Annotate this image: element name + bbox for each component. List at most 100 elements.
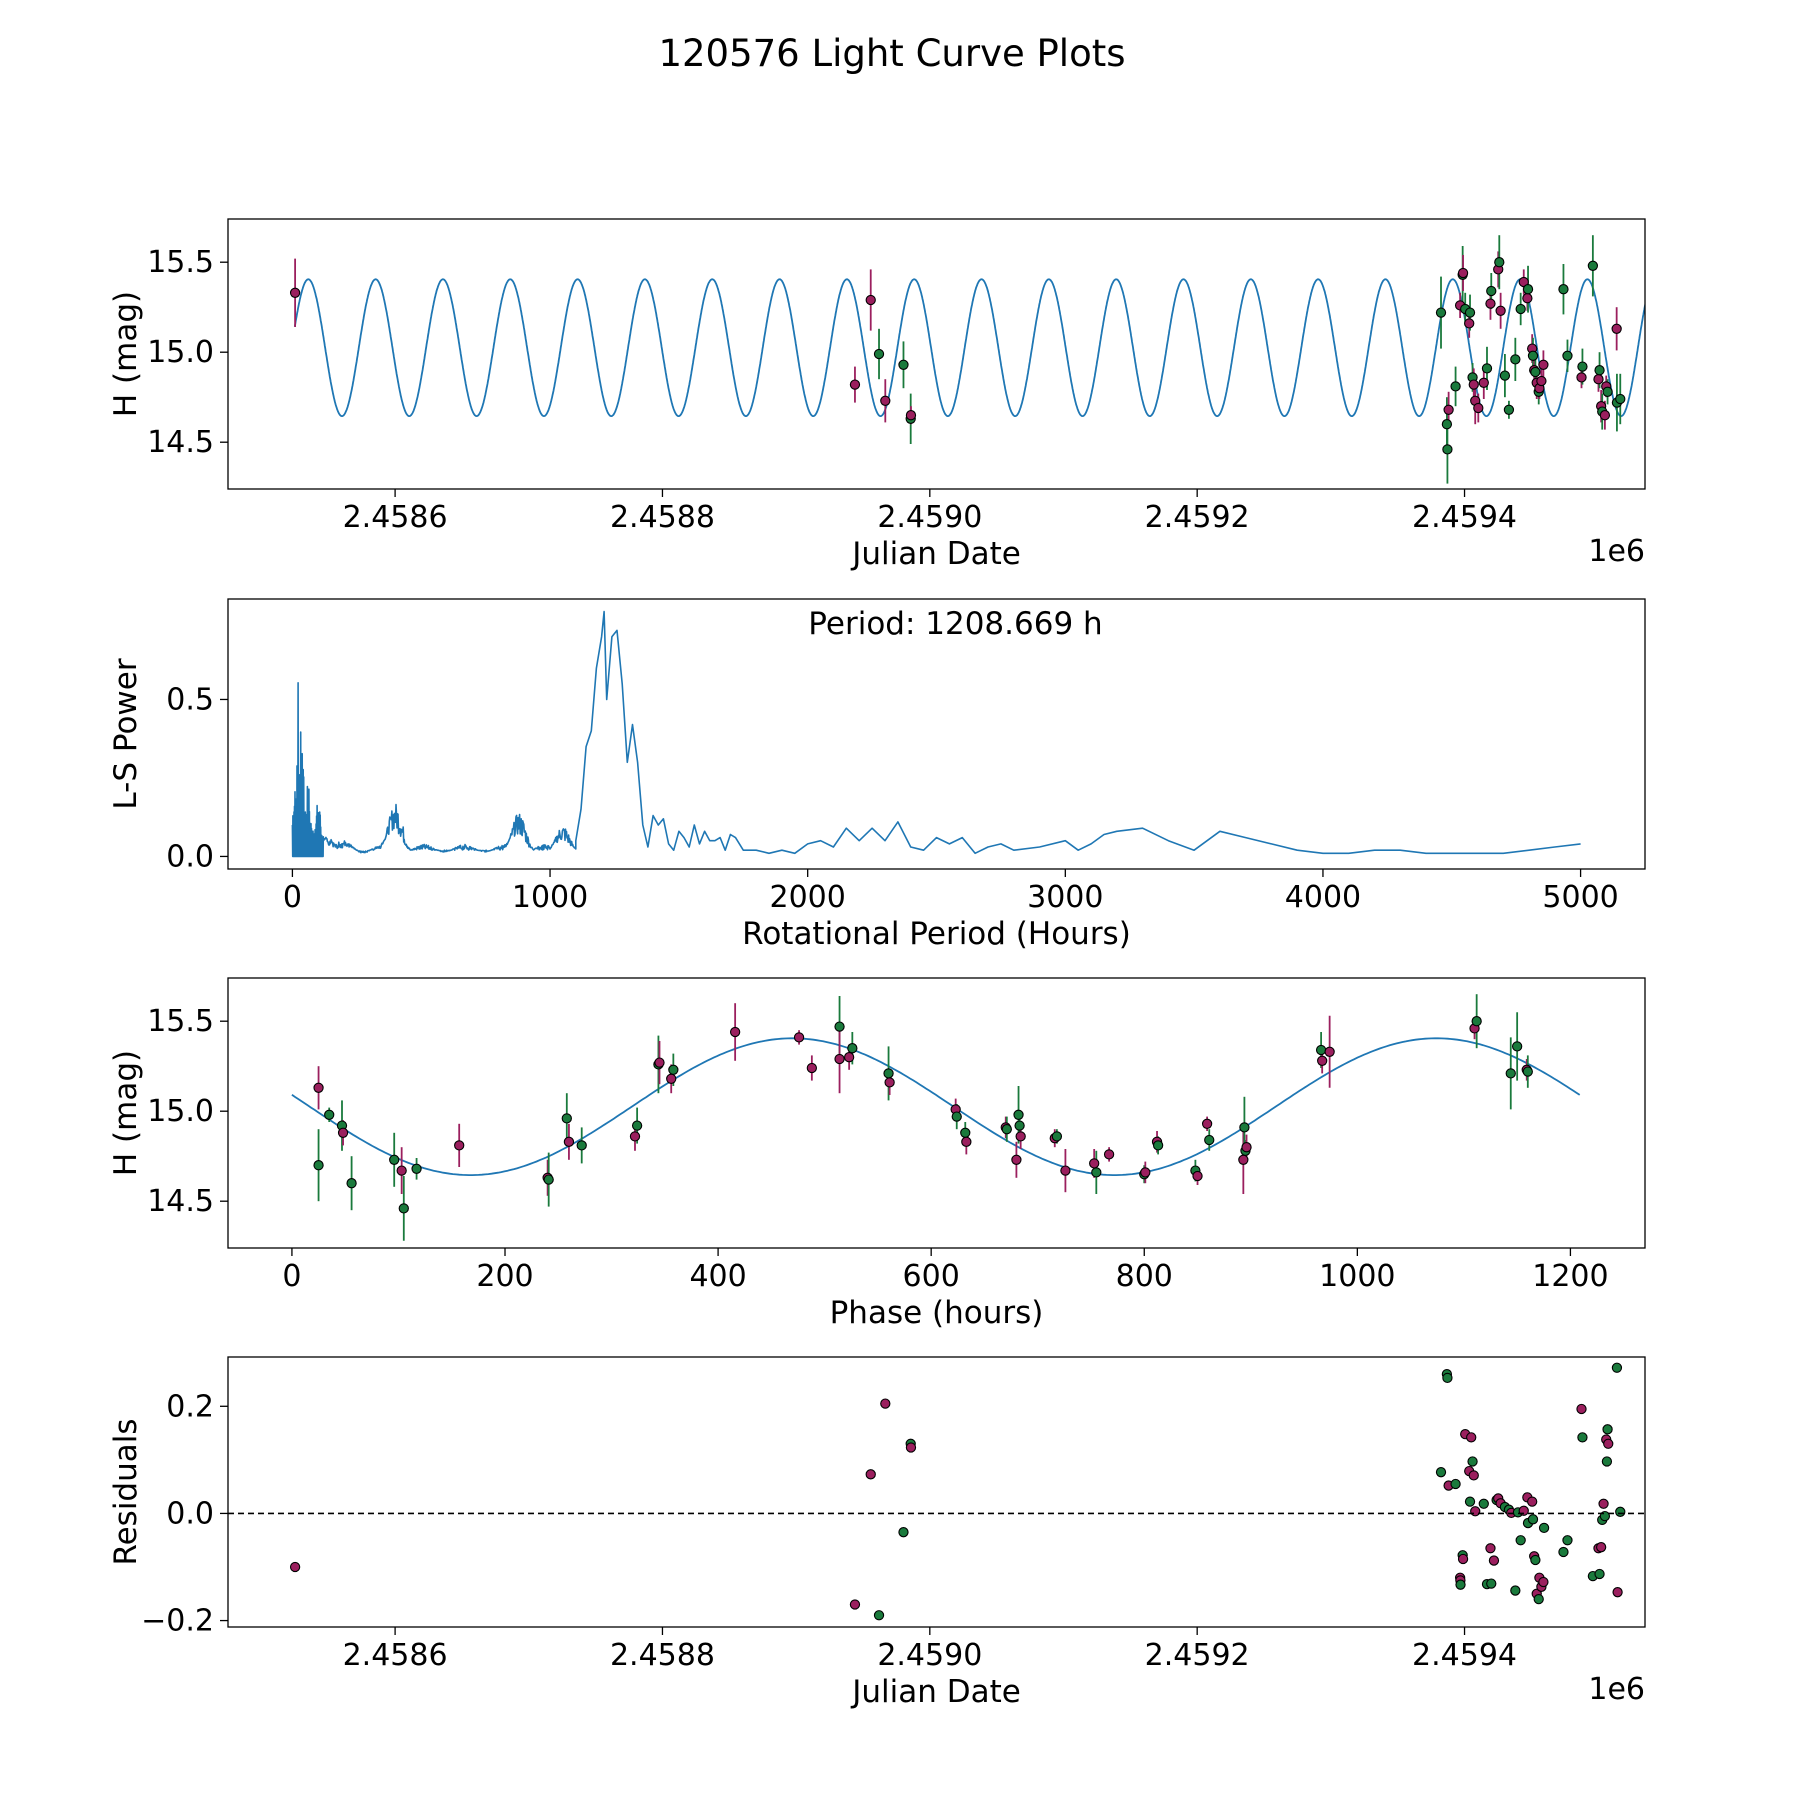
y-tick-label: −0.2 [141, 1604, 214, 1639]
data-point [1470, 1506, 1481, 1517]
data-point [289, 287, 301, 298]
data-point [1051, 1131, 1063, 1142]
data-point [1485, 298, 1496, 309]
data-point [1011, 1154, 1022, 1165]
data-point [1594, 1568, 1605, 1580]
data-point [576, 1140, 587, 1151]
x-tick-label: 2.4592 [1145, 500, 1250, 535]
x-axis-label: Julian Date [850, 536, 1021, 572]
y-axis-label: H (mag) [108, 291, 144, 417]
data-point [1442, 444, 1453, 455]
panel-light-curve: 2.4586 2.4588 2.4590 2.4592 2.4594 14.5 15.0 15… [108, 218, 1646, 572]
x-tick-label: 2000 [770, 880, 846, 915]
data-point [1324, 1046, 1335, 1057]
data-point [666, 1073, 677, 1084]
data-point [1499, 370, 1511, 381]
data-point [1558, 1546, 1569, 1558]
data-point [865, 1469, 876, 1480]
data-point [1599, 410, 1611, 421]
x-tick-label: 200 [476, 1259, 533, 1294]
data-point [1317, 1055, 1328, 1066]
data-point [563, 1136, 575, 1147]
x-offset-label: 1e6 [1588, 534, 1645, 569]
data-point [1538, 1522, 1550, 1534]
plot-area [291, 610, 1581, 858]
data-point [1103, 1149, 1115, 1160]
data-point [1241, 1142, 1252, 1153]
axes-frame [227, 1356, 1646, 1628]
x-tick-label: 2.4590 [877, 1638, 982, 1673]
axes-frame [227, 598, 1646, 870]
data-point [1594, 365, 1605, 376]
data-point [849, 379, 861, 390]
data-point [1014, 1120, 1025, 1131]
data-point [1060, 1165, 1071, 1176]
data-point [1473, 402, 1484, 414]
data-point [1192, 1170, 1203, 1182]
x-tick-label: 2.4586 [343, 500, 448, 535]
data-point [1602, 1424, 1613, 1435]
data-point [313, 1082, 324, 1093]
data-point [654, 1057, 665, 1068]
x-tick-label: 0 [283, 880, 302, 915]
data-point [1615, 1506, 1626, 1517]
data-point [849, 1599, 861, 1610]
data-point [396, 1165, 407, 1176]
x-axis-label: Julian Date [850, 1674, 1021, 1710]
data-point [1577, 361, 1588, 372]
data-point [1602, 386, 1613, 397]
data-point [1533, 1593, 1544, 1605]
data-point [1538, 359, 1549, 370]
y-axis-label: H (mag) [108, 1050, 144, 1176]
data-point [883, 1068, 894, 1079]
x-offset-label: 1e6 [1588, 1672, 1645, 1707]
data-point [847, 1043, 858, 1054]
data-point [1015, 1131, 1026, 1142]
data-point [454, 1140, 465, 1151]
plot-area [289, 235, 1645, 484]
figure-title: 120576 Light Curve Plots [658, 32, 1125, 75]
data-point [951, 1111, 962, 1122]
data-point [1527, 1514, 1539, 1525]
x-tick-label: 5000 [1542, 880, 1618, 915]
axes-frame [227, 977, 1646, 1249]
data-point [1615, 393, 1626, 405]
data-point [631, 1120, 643, 1131]
periodogram-line [291, 610, 1581, 858]
data-point [834, 1021, 845, 1032]
data-point [1152, 1140, 1164, 1151]
y-tick-label: 0.5 [166, 682, 214, 717]
data-point [1467, 1456, 1478, 1467]
data-point [1486, 285, 1497, 297]
x-axis-label: Rotational Period (Hours) [742, 916, 1131, 952]
data-point [1576, 1403, 1587, 1415]
data-point [1510, 1585, 1521, 1596]
data-point [1478, 377, 1489, 388]
data-point [1455, 1579, 1466, 1590]
data-point [1596, 1542, 1607, 1553]
data-point [1494, 257, 1505, 268]
data-point [961, 1136, 972, 1147]
data-point [1562, 1535, 1573, 1546]
data-point [843, 1052, 855, 1063]
y-tick-label: 0.2 [166, 1389, 214, 1424]
data-point [668, 1064, 679, 1075]
data-point [1503, 404, 1515, 415]
data-point [880, 1398, 891, 1409]
data-point [1587, 260, 1599, 271]
y-tick-label: 15.0 [147, 1094, 214, 1129]
x-tick-label: 600 [903, 1259, 960, 1294]
data-point [1204, 1134, 1215, 1146]
data-point [1495, 305, 1506, 316]
data-point [389, 1154, 400, 1165]
data-point [1457, 267, 1469, 279]
data-point [1201, 1118, 1213, 1129]
x-tick-label: 2.4590 [877, 500, 982, 535]
data-point [1536, 375, 1547, 387]
data-point [806, 1062, 817, 1074]
data-point [1603, 1438, 1614, 1449]
x-tick-label: 1200 [1532, 1259, 1608, 1294]
x-tick-label: 400 [689, 1259, 746, 1294]
data-point [1558, 284, 1569, 295]
data-point [1091, 1167, 1102, 1178]
